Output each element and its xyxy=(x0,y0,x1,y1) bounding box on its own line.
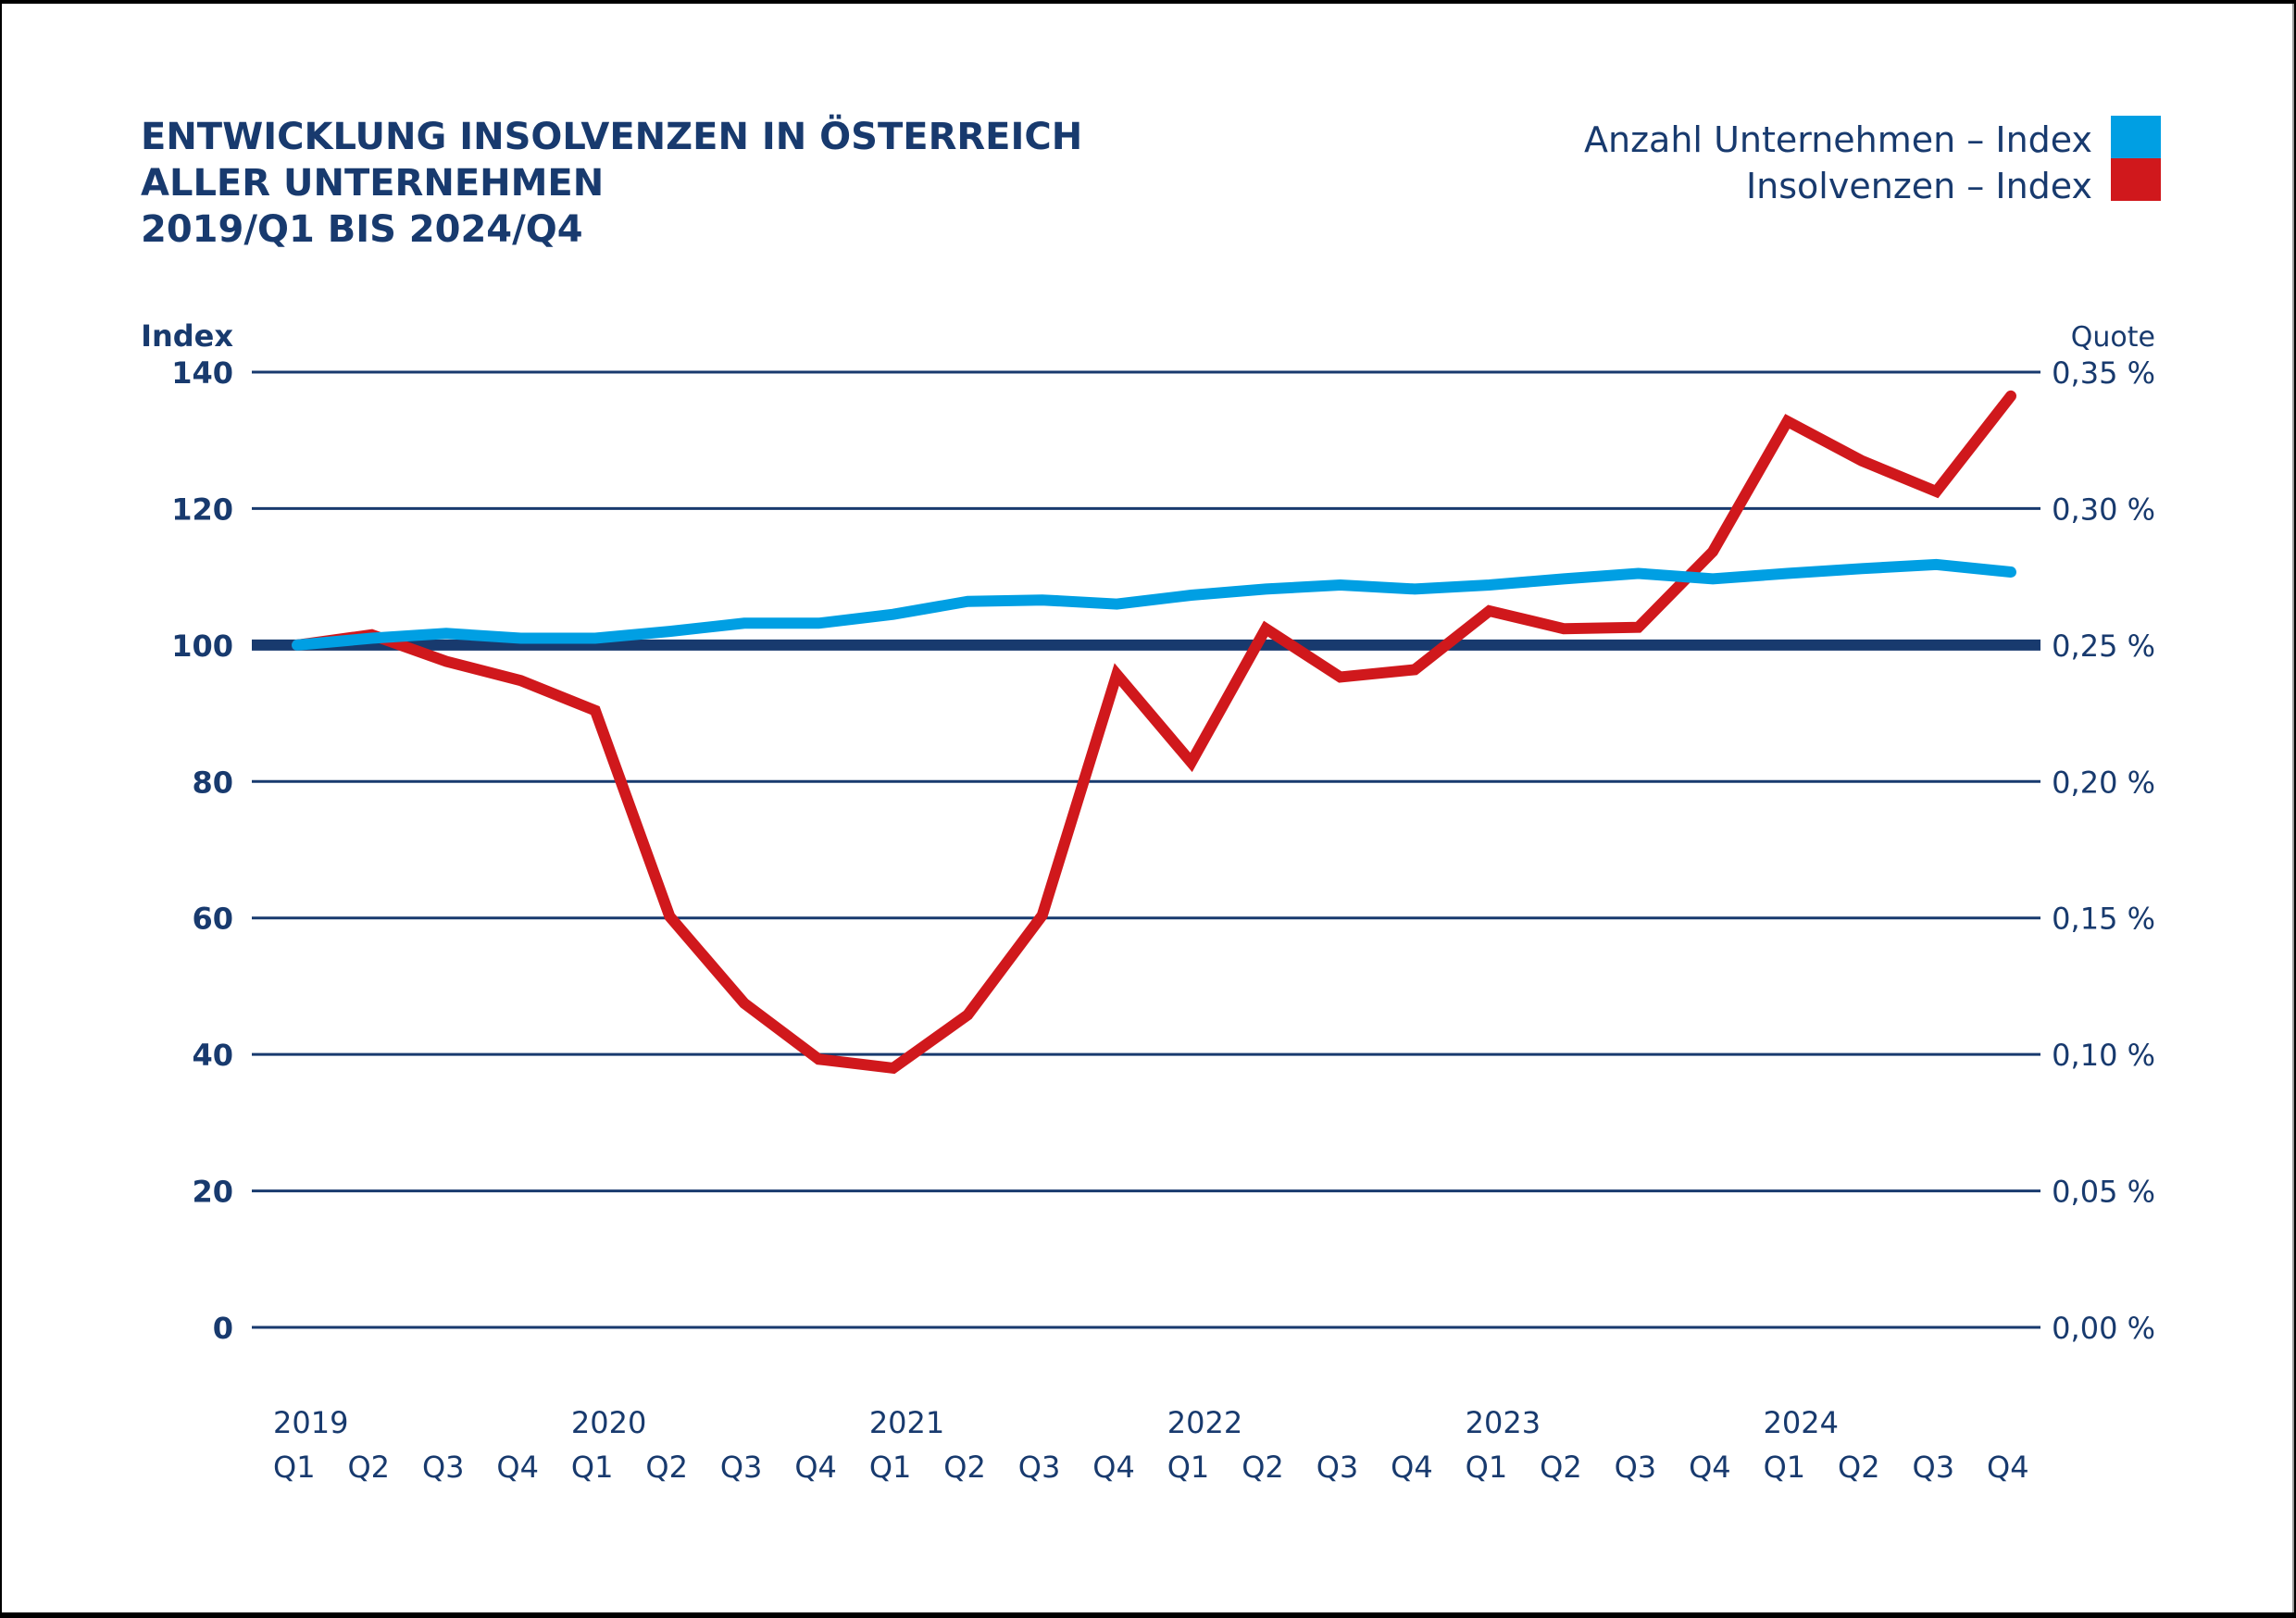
title-line-2: ALLER UNTERNEHMEN xyxy=(141,162,604,205)
y-axis-label-right: Quote xyxy=(2071,321,2155,354)
x-tick-year: 2019 xyxy=(273,1405,348,1440)
x-tick-quarter: Q3 xyxy=(720,1450,763,1485)
series-lines xyxy=(292,390,2016,1075)
x-tick-quarter: Q4 xyxy=(496,1450,539,1485)
gridlines xyxy=(252,370,2040,1329)
legend-swatch-insolvencies xyxy=(2111,158,2161,201)
chart: ENTWICKLUNG INSOLVENZEN IN ÖSTERREICH AL… xyxy=(141,114,2161,1485)
x-tick-year: 2022 xyxy=(1167,1405,1242,1440)
y-ticks-left: 0 20 40 60 80 100 120 140 xyxy=(171,355,233,1346)
y-tick-label-left: 140 xyxy=(171,355,233,391)
x-tick-quarter: Q1 xyxy=(1466,1450,1508,1485)
y-tick-label-right: 0,15 % xyxy=(2052,902,2155,937)
legend-label-insolvencies: Insolvenzen – Index xyxy=(1746,166,2092,206)
x-tick-quarter: Q2 xyxy=(1838,1450,1880,1485)
legend: Anzahl Unternehmen – Index Insolvenzen –… xyxy=(1584,116,2161,206)
y-tick-label-right: 0,35 % xyxy=(2052,355,2155,391)
y-axis-label-left: Index xyxy=(141,318,233,354)
legend-swatch-companies xyxy=(2111,116,2161,158)
x-tick-quarter: Q2 xyxy=(645,1450,688,1485)
y-tick-label-left: 20 xyxy=(192,1175,233,1210)
chart-frame: ENTWICKLUNG INSOLVENZEN IN ÖSTERREICH AL… xyxy=(2,4,2294,1612)
x-tick-quarter: Q4 xyxy=(1391,1450,1433,1485)
x-tick-quarter: Q1 xyxy=(571,1450,614,1485)
y-tick-label-right: 0,10 % xyxy=(2052,1038,2155,1073)
legend-label-companies: Anzahl Unternehmen – Index xyxy=(1584,119,2092,160)
x-tick-quarter: Q4 xyxy=(1092,1450,1135,1485)
y-ticks-right: 0,00 % 0,05 % 0,10 % 0,15 % 0,20 % 0,25 % 0,30… xyxy=(2052,355,2155,1346)
y-tick-label-right: 0,00 % xyxy=(2052,1311,2155,1346)
x-tick-quarter: Q2 xyxy=(347,1450,390,1485)
title-line-1: ENTWICKLUNG INSOLVENZEN IN ÖSTERREICH xyxy=(141,114,1082,158)
x-tick-year: 2023 xyxy=(1466,1405,1541,1440)
x-tick-year: 2020 xyxy=(571,1405,646,1440)
series-line-companies xyxy=(292,558,2016,651)
y-tick-label-right: 0,05 % xyxy=(2052,1175,2155,1210)
x-tick-quarter: Q2 xyxy=(1242,1450,1284,1485)
y-tick-label-left: 40 xyxy=(192,1038,233,1073)
x-ticks: Q1 Q2 Q3 Q4 Q1 Q2 Q3 Q4 Q1 Q2 Q3 Q4 Q1 Q2 Q3 Q4 Q1 Q2 Q3 Q4… xyxy=(273,1405,2029,1485)
x-tick-quarter: Q4 xyxy=(794,1450,837,1485)
y-tick-label-left: 0 xyxy=(213,1311,233,1346)
y-tick-label-right: 0,20 % xyxy=(2052,765,2155,800)
y-tick-label-left: 120 xyxy=(171,492,233,527)
title-line-3: 2019/Q1 BIS 2024/Q4 xyxy=(141,208,583,251)
y-tick-label-left: 60 xyxy=(192,902,233,937)
x-tick-quarter: Q4 xyxy=(1987,1450,2029,1485)
x-tick-year: 2024 xyxy=(1764,1405,1839,1440)
x-tick-quarter: Q3 xyxy=(1018,1450,1061,1485)
x-tick-quarter: Q1 xyxy=(273,1450,316,1485)
series-line-insolvencies xyxy=(292,390,2016,1075)
x-tick-quarter: Q3 xyxy=(1316,1450,1359,1485)
y-tick-label-left: 100 xyxy=(171,629,233,664)
x-tick-quarter: Q3 xyxy=(1615,1450,1657,1485)
x-tick-quarter: Q2 xyxy=(1540,1450,1582,1485)
y-tick-label-right: 0,30 % xyxy=(2052,492,2155,527)
x-tick-quarter: Q1 xyxy=(1764,1450,1806,1485)
x-tick-quarter: Q3 xyxy=(1913,1450,1955,1485)
x-tick-year: 2021 xyxy=(869,1405,944,1440)
x-tick-quarter: Q3 xyxy=(422,1450,465,1485)
y-tick-label-right: 0,25 % xyxy=(2052,629,2155,664)
x-tick-quarter: Q4 xyxy=(1689,1450,1731,1485)
chart-title: ENTWICKLUNG INSOLVENZEN IN ÖSTERREICH AL… xyxy=(141,114,1082,251)
x-tick-quarter: Q1 xyxy=(869,1450,912,1485)
y-tick-label-left: 80 xyxy=(192,765,233,800)
x-tick-quarter: Q2 xyxy=(943,1450,986,1485)
x-tick-quarter: Q1 xyxy=(1167,1450,1210,1485)
